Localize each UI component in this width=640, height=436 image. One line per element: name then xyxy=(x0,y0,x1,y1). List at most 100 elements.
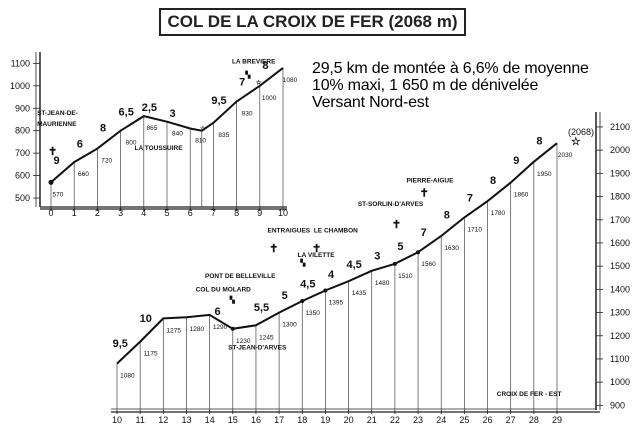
x-tick-label: 16 xyxy=(251,415,261,425)
y-tick-label: 1000 xyxy=(610,377,630,387)
gradient-label: 4,5 xyxy=(300,279,315,291)
gradient-label: 10 xyxy=(140,313,152,325)
y-tick-label: 600 xyxy=(15,171,30,181)
climb-summary: 29,5 km de montée à 6,6% de moyenne 10% … xyxy=(312,60,589,111)
x-tick-label: 25 xyxy=(459,415,469,425)
y-tick-label: 900 xyxy=(610,400,625,410)
altitude-label: 1510 xyxy=(398,273,413,280)
gradient-label: 4,5 xyxy=(347,259,362,271)
x-tick-label: 6 xyxy=(188,208,193,218)
y-tick-label: 1100 xyxy=(11,58,30,68)
place-name: PIERRE-AIGUE xyxy=(406,178,454,185)
x-tick-label: 19 xyxy=(320,415,330,425)
y-tick-label: 1300 xyxy=(610,308,630,318)
x-tick-label: 0 xyxy=(48,208,53,218)
x-tick-label: 9 xyxy=(257,208,262,218)
y-tick-label: 500 xyxy=(15,193,30,203)
y-tick-label: 700 xyxy=(15,148,30,158)
gradient-label: 7 xyxy=(467,192,473,204)
gradient-label: 9,5 xyxy=(211,95,226,107)
gradient-label: 6,5 xyxy=(119,106,134,118)
church-icon: ✝ xyxy=(312,243,321,255)
chalet-icon: ▚ xyxy=(299,258,306,267)
place-name: COL DU MOLARD xyxy=(196,287,251,294)
altitude-label: 570 xyxy=(53,191,64,198)
star-icon: ☆ xyxy=(200,125,207,133)
chart-title: COL DE LA CROIX DE FER (2068 m) xyxy=(159,8,466,36)
x-tick-label: 17 xyxy=(274,415,284,425)
y-tick-label: 1900 xyxy=(610,168,630,178)
altitude-label: 865 xyxy=(146,125,157,132)
lower-profile: 900 1000 1100 1200 1300 1400 1500 1600 1700 1800 1… xyxy=(111,112,630,425)
x-tick-label: 21 xyxy=(367,415,377,425)
x-tick-label: 26 xyxy=(483,415,493,425)
gradient-label: 9 xyxy=(513,155,519,167)
x-tick-label: 1 xyxy=(72,208,77,218)
church-icon: ✝ xyxy=(48,146,57,158)
y-tick-label: 2000 xyxy=(610,145,630,155)
altitude-label: 810 xyxy=(195,137,206,144)
altitude-label: 1560 xyxy=(421,261,436,268)
gradient-label: 8 xyxy=(100,123,106,135)
altitude-label: 1780 xyxy=(491,210,506,217)
altitude-label: 1710 xyxy=(468,226,483,233)
altitude-label: 1175 xyxy=(144,351,158,358)
altitude-label: 1245 xyxy=(259,334,274,341)
x-tick-label: 12 xyxy=(158,415,168,425)
altitude-label: 1080 xyxy=(283,77,298,84)
star-icon: ☆ xyxy=(571,136,581,148)
altitude-label: 835 xyxy=(218,132,229,139)
place-name: LA TOUSSUIRE xyxy=(135,145,184,152)
x-tick-label: 20 xyxy=(344,415,354,425)
x-tick-label: 24 xyxy=(436,415,446,425)
gradient-label: 3 xyxy=(374,250,380,262)
x-tick-label: 2 xyxy=(95,208,100,218)
x-tick-label: 29 xyxy=(552,415,562,425)
place-name: ST-JEAN-D'ARVES xyxy=(228,345,287,352)
point-marker xyxy=(392,261,397,266)
altitude-label: 1630 xyxy=(444,245,459,252)
y-tick-label: 1800 xyxy=(610,192,630,202)
altitude-label: 1290 xyxy=(213,324,228,331)
place-name: CROIX DE FER - EST xyxy=(497,391,562,398)
x-tick-label: 27 xyxy=(506,415,516,425)
point-marker xyxy=(416,250,421,255)
x-tick-label: 4 xyxy=(141,208,146,218)
summary-line-distance: 29,5 km de montée à 6,6% de moyenne xyxy=(312,60,589,77)
altitude-label: 1950 xyxy=(537,171,552,178)
church-icon: ✝ xyxy=(269,243,278,255)
summary-line-max: 10% maxi, 1 650 m de dénivelée xyxy=(312,77,539,94)
y-tick-label: 1400 xyxy=(610,284,630,294)
x-tick-label: 13 xyxy=(181,415,191,425)
place-name: ST-JEAN-DE- xyxy=(37,110,78,117)
altitude-label: 1080 xyxy=(120,373,135,380)
x-tick-label: 10 xyxy=(278,208,288,218)
x-tick-label: 8 xyxy=(234,208,239,218)
gradient-label: 9,5 xyxy=(113,338,128,350)
y-tick-label: 1600 xyxy=(610,238,630,248)
altitude-label: 1000 xyxy=(262,95,277,102)
start-point-marker xyxy=(48,179,54,185)
altitude-label: 800 xyxy=(126,140,137,147)
gradient-label: 6 xyxy=(214,306,220,318)
y-tick-label: 800 xyxy=(15,126,30,136)
gradient-label: 4 xyxy=(328,269,335,281)
x-tick-label: 11 xyxy=(135,415,144,425)
gradient-label: 8 xyxy=(490,175,496,187)
altitude-label: 1480 xyxy=(375,280,390,287)
x-tick-label: 3 xyxy=(118,208,123,218)
summit-altitude-label: (2068) xyxy=(568,127,594,137)
altitude-label: 1300 xyxy=(282,322,297,329)
church-icon: ✝ xyxy=(392,219,401,231)
gradient-label: 7 xyxy=(421,227,427,239)
chalet-icon: ▚ xyxy=(244,70,251,79)
star-icon: ☆ xyxy=(256,79,263,87)
gradient-label: 8 xyxy=(262,60,268,72)
church-icon: ✝ xyxy=(420,188,429,200)
altitude-label: 1395 xyxy=(329,300,344,307)
y-tick-label: 1100 xyxy=(610,354,629,364)
gradient-label: 5 xyxy=(397,241,403,253)
altitude-label: 1350 xyxy=(305,310,320,317)
